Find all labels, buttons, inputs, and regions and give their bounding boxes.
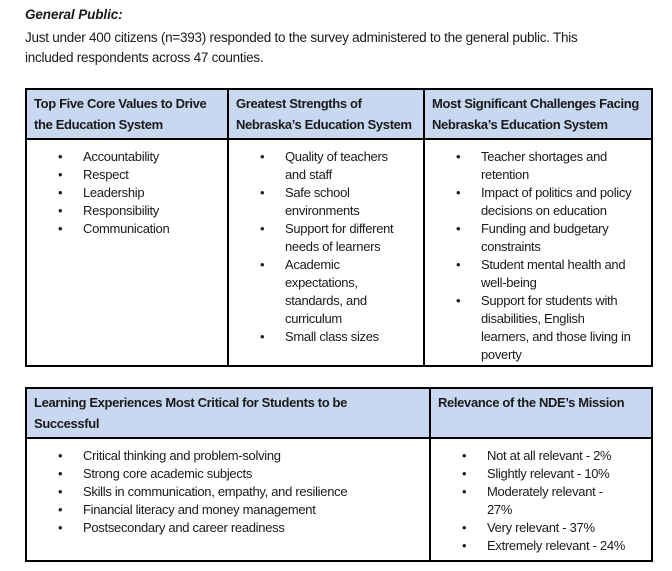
bullet-item: Support for students with disabilities, … xyxy=(425,292,649,364)
bullet-item: Financial literacy and money management xyxy=(27,501,427,519)
bullet-item: Skills in communication, empathy, and re… xyxy=(27,483,427,501)
bullet-item: Communication xyxy=(27,220,225,238)
table2-body-row: Critical thinking and problem-solving St… xyxy=(25,437,653,562)
bullet-item: Strong core academic subjects xyxy=(27,465,427,483)
bullet-item: Slightly relevant - 10% xyxy=(431,465,649,483)
cell-significant-challenges: Teacher shortages and retention Impact o… xyxy=(423,138,653,367)
bullet-item: Support for different needs of learners xyxy=(229,220,421,256)
intro-section: General Public: Just under 400 citizens … xyxy=(25,6,651,68)
bullet-item: Teacher shortages and retention xyxy=(425,148,649,184)
bullet-item: Extremely relevant - 24% xyxy=(431,537,649,555)
challenges-list: Teacher shortages and retention Impact o… xyxy=(425,148,649,364)
values-strengths-challenges-table: Top Five Core Values to Drive the Educat… xyxy=(25,88,653,367)
header-top-core-values: Top Five Core Values to Drive the Educat… xyxy=(25,88,229,140)
cell-greatest-strengths: Quality of teachers and staff Safe schoo… xyxy=(227,138,425,367)
mission-relevance-list: Not at all relevant - 2% Slightly releva… xyxy=(431,447,649,555)
bullet-item: Not at all relevant - 2% xyxy=(431,447,649,465)
bullet-item: Funding and budgetary constraints xyxy=(425,220,649,256)
learning-experiences-list: Critical thinking and problem-solving St… xyxy=(27,447,427,537)
table2-header-row: Learning Experiences Most Critical for S… xyxy=(25,387,653,439)
bullet-item: Academic expectations, standards, and cu… xyxy=(229,256,421,328)
cell-mission-relevance: Not at all relevant - 2% Slightly releva… xyxy=(429,437,653,562)
strengths-list: Quality of teachers and staff Safe schoo… xyxy=(229,148,421,346)
bullet-item: Postsecondary and career readiness xyxy=(27,519,427,537)
cell-learning-experiences: Critical thinking and problem-solving St… xyxy=(25,437,431,562)
header-significant-challenges: Most Significant Challenges Facing Nebra… xyxy=(423,88,653,140)
table1-header-row: Top Five Core Values to Drive the Educat… xyxy=(25,88,653,140)
bullet-item: Respect xyxy=(27,166,225,184)
table1-body-row: Accountability Respect Leadership Respon… xyxy=(25,138,653,367)
bullet-item: Small class sizes xyxy=(229,328,421,346)
bullet-item: Accountability xyxy=(27,148,225,166)
bullet-item: Student mental health and well-being xyxy=(425,256,649,292)
core-values-list: Accountability Respect Leadership Respon… xyxy=(27,148,225,238)
bullet-item: Critical thinking and problem-solving xyxy=(27,447,427,465)
bullet-item: Safe school environments xyxy=(229,184,421,220)
header-learning-experiences: Learning Experiences Most Critical for S… xyxy=(25,387,431,439)
bullet-item: Moderately relevant - 27% xyxy=(431,483,649,519)
intro-paragraph: Just under 400 citizens (n=393) responde… xyxy=(25,30,578,65)
bullet-item: Impact of politics and policy decisions … xyxy=(425,184,649,220)
section-heading: General Public: xyxy=(25,7,123,22)
bullet-item: Responsibility xyxy=(27,202,225,220)
bullet-item: Leadership xyxy=(27,184,225,202)
learning-experiences-relevance-table: Learning Experiences Most Critical for S… xyxy=(25,387,653,562)
bullet-item: Quality of teachers and staff xyxy=(229,148,421,184)
cell-core-values: Accountability Respect Leadership Respon… xyxy=(25,138,229,367)
bullet-item: Very relevant - 37% xyxy=(431,519,649,537)
header-greatest-strengths: Greatest Strengths of Nebraska’s Educati… xyxy=(227,88,425,140)
header-nde-mission-relevance: Relevance of the NDE’s Mission xyxy=(429,387,653,439)
